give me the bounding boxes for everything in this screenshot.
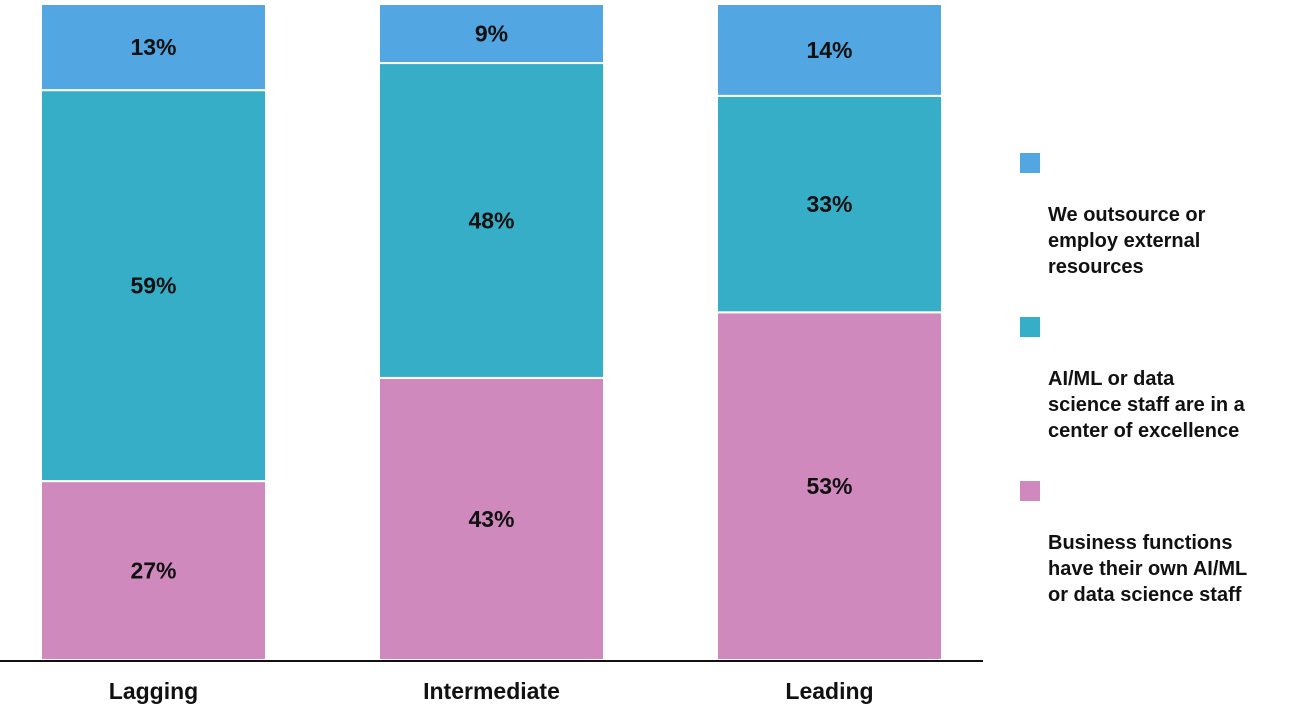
data-label-intermediate-business-functions: 43% [468,506,514,532]
category-label-intermediate: Intermediate [423,678,560,704]
bar-segment-intermediate-business-functions [378,376,605,661]
bar-segment-leading-outsource [716,3,943,97]
legend-swatch-outsource [1020,153,1040,173]
legend-item-outsource: We outsource or employ external resource… [1020,150,1298,280]
legend: We outsource or employ external resource… [1020,150,1298,642]
legend-swatch-business-functions [1020,481,1040,501]
legend-label-business-functions: Business functions have their own AI/ML … [1048,532,1248,606]
category-label-lagging: Lagging [109,678,198,704]
category-label-leading: Leading [785,678,873,704]
data-label-leading-outsource: 14% [806,37,852,63]
data-label-lagging-outsource: 13% [130,34,176,60]
category-labels-group: Lagging Intermediate Leading [109,678,874,704]
segment-labels-group: 27% 59% 13% 43% 48% 9% 53% 33% 14% [130,21,852,584]
bar-segment-lagging-outsource [40,3,267,92]
bar-segment-lagging-business-functions [40,480,267,661]
data-label-lagging-business-functions: 27% [130,558,176,584]
bar-segment-intermediate-center-of-excellence [378,62,605,379]
bar-segment-leading-center-of-excellence [716,94,943,314]
legend-item-center-of-excellence: AI/ML or data science staff are in a cen… [1020,314,1298,444]
data-label-leading-business-functions: 53% [806,473,852,499]
bar-segment-intermediate-outsource [378,3,605,65]
legend-label-outsource: We outsource or employ external resource… [1048,204,1206,278]
data-label-intermediate-center-of-excellence: 48% [468,207,514,233]
bar-segment-lagging-center-of-excellence [40,89,267,483]
legend-item-business-functions: Business functions have their own AI/ML … [1020,478,1298,608]
legend-swatch-center-of-excellence [1020,317,1040,337]
data-label-intermediate-outsource: 9% [475,21,508,47]
bars-group [40,3,943,661]
legend-label-center-of-excellence: AI/ML or data science staff are in a cen… [1048,368,1245,442]
data-label-leading-center-of-excellence: 33% [806,191,852,217]
data-label-lagging-center-of-excellence: 59% [130,273,176,299]
